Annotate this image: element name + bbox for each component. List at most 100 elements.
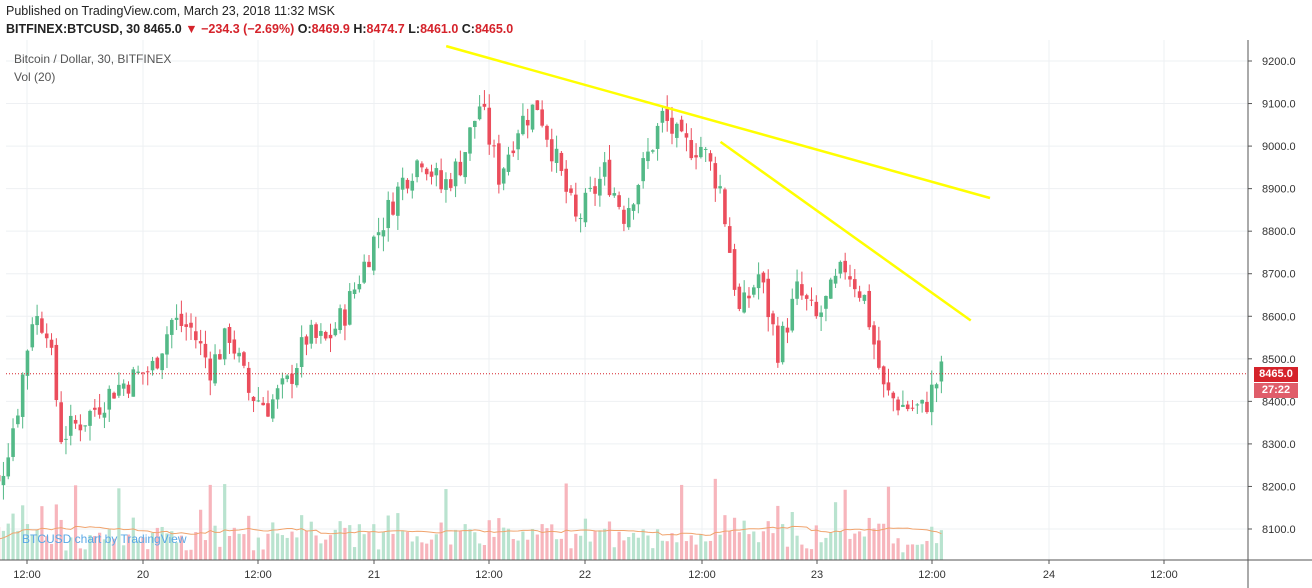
candle-body [30, 324, 35, 348]
candle-body [121, 383, 126, 389]
candle-body [280, 378, 285, 385]
candle-body [756, 274, 761, 289]
volume-bar [117, 488, 121, 560]
price-chart[interactable]: 8100.0 8200.0 8300.0 8400.0 8500.0 8600.0 8700… [0, 40, 1312, 588]
candle-body [549, 139, 554, 162]
candle-body [371, 236, 376, 271]
candle-body [208, 358, 213, 381]
candle-body [270, 399, 275, 419]
candle-body [516, 133, 520, 150]
volume-bar [16, 530, 20, 560]
candle-body [357, 284, 362, 290]
volume-bar [708, 540, 713, 560]
x-tick-label: 12:00 [918, 569, 946, 581]
volume-bar [30, 534, 34, 560]
high-label: H: [353, 22, 367, 36]
candle-body [131, 369, 136, 397]
candle-body [6, 457, 11, 477]
volume-bar [593, 531, 597, 560]
volume-bar [617, 531, 621, 560]
volume-bar [362, 534, 366, 560]
candle-body [347, 291, 352, 325]
candle-body [410, 180, 415, 191]
volume-bar [285, 537, 289, 560]
candle-body [261, 402, 265, 406]
volume-bar [497, 518, 501, 560]
candle-body [838, 261, 843, 274]
volume-bar [160, 526, 164, 560]
x-tick-label: 12:00 [244, 569, 272, 581]
candle-body [934, 384, 939, 389]
volume-bar [401, 530, 405, 560]
candle-body [386, 199, 391, 229]
volume-bar [170, 531, 174, 560]
volume-bar [314, 535, 318, 560]
volume-bar [112, 538, 116, 560]
volume-bar [309, 521, 313, 560]
volume-bar [843, 489, 847, 560]
candle-body [49, 339, 54, 348]
candle-body [800, 284, 804, 296]
candle-body [703, 148, 708, 150]
volume-bar [251, 550, 256, 560]
candle-body [848, 276, 852, 280]
volume-bar [732, 517, 737, 560]
candle-body [73, 419, 78, 424]
volume-bar [122, 545, 126, 560]
candle-body [88, 410, 92, 426]
volume-bar [6, 523, 10, 560]
candle-body [448, 179, 453, 188]
last-price: 8465.0 [143, 22, 182, 36]
volume-bar [756, 542, 761, 560]
candle-body [218, 354, 222, 360]
volume-bar [295, 537, 299, 560]
volume-bar [429, 539, 434, 560]
volume-bar [819, 542, 823, 560]
volume-bar [603, 528, 607, 560]
volume-bar [545, 528, 549, 560]
volume-bar [896, 538, 900, 560]
volume-bar [814, 525, 818, 560]
candle-body [819, 312, 823, 317]
candle-body [251, 396, 256, 401]
candle-body [886, 382, 891, 391]
volume-bar [473, 532, 477, 560]
candle-body [905, 404, 910, 410]
volume-bar [699, 534, 703, 560]
volume-bar [901, 552, 905, 560]
candle-body [583, 192, 588, 223]
candle-body [203, 343, 208, 358]
candle-body [299, 337, 304, 367]
candle-body [501, 168, 506, 184]
published-line: Published on TradingView.com, March 23, … [6, 4, 335, 18]
volume-bar [405, 531, 410, 560]
candle-body [246, 367, 251, 393]
candle-body [525, 119, 530, 126]
candle-body [727, 226, 732, 253]
candle-body [44, 333, 49, 339]
volume-bar [150, 532, 155, 560]
volume-bar [684, 541, 689, 560]
candle-body [920, 399, 924, 404]
volume-bar [396, 513, 400, 560]
candle-body [391, 201, 395, 215]
volume-bar [574, 533, 578, 560]
candle-body [376, 232, 381, 236]
candle-body [650, 150, 655, 152]
volume-bar [622, 540, 626, 560]
volume-bar [45, 536, 49, 560]
x-tick-label: 24 [1043, 569, 1055, 581]
y-tick-label: 9200.0 [1262, 56, 1296, 68]
volume-bar [809, 549, 814, 560]
volume-bar [280, 535, 285, 560]
volume-bar [247, 515, 251, 560]
candle-body [511, 150, 516, 154]
candle-body [328, 334, 333, 339]
candle-body [833, 275, 838, 284]
candle-body [771, 313, 775, 325]
candle-body [809, 299, 814, 301]
candle-body [670, 117, 674, 134]
trendline [445, 44, 991, 200]
volume-bar [564, 483, 568, 560]
candle-body [631, 204, 636, 211]
